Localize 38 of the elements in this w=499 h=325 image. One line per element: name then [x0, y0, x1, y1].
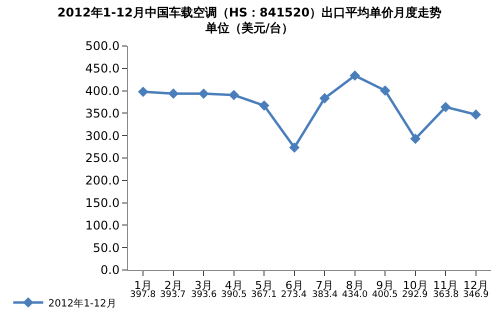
y-tick-label: 150.0 [85, 196, 120, 210]
y-tick-label: 0.0 [100, 263, 120, 278]
text: 346.9 [463, 290, 489, 300]
text: 393.6 [191, 290, 217, 300]
y-tick-label: 400.0 [85, 84, 120, 98]
point [410, 134, 421, 144]
point [470, 109, 482, 120]
point [440, 102, 451, 112]
y-tick-label: 100.0 [85, 218, 120, 232]
text: 363.8 [433, 290, 459, 300]
text: 367.1 [251, 290, 277, 300]
point [289, 142, 300, 153]
point [258, 100, 270, 111]
text: 383.4 [312, 290, 338, 300]
point [168, 88, 179, 99]
y-tick-label: 450.0 [85, 62, 120, 76]
point [350, 70, 360, 81]
point [380, 85, 390, 96]
text: 390.5 [221, 290, 247, 300]
point [138, 86, 148, 97]
text: 434.0 [342, 290, 368, 300]
chart-subtitle: 单位（美元/台） [204, 20, 294, 35]
y-tick-label: 350.0 [85, 106, 120, 120]
text: 400.5 [372, 290, 398, 300]
y-tick-label: 200.0 [85, 174, 120, 188]
y-tick-label: 300.0 [85, 128, 120, 143]
legend-label: 2012年1-12月 [48, 297, 116, 310]
point [319, 93, 330, 104]
chart-title: 2012年1-12月中国车载空调（HS：841520）出口平均单价月度走势 [57, 5, 442, 20]
y-tick-label: 500.0 [85, 39, 120, 54]
y-tick-label: 50.0 [92, 240, 120, 255]
y-tick-label: 250.0 [85, 151, 120, 166]
text: 292.9 [402, 290, 428, 300]
text: 397.8 [130, 290, 156, 300]
text: 273.4 [281, 290, 307, 300]
point [198, 88, 209, 99]
text: 393.7 [160, 290, 186, 300]
point [228, 90, 240, 100]
